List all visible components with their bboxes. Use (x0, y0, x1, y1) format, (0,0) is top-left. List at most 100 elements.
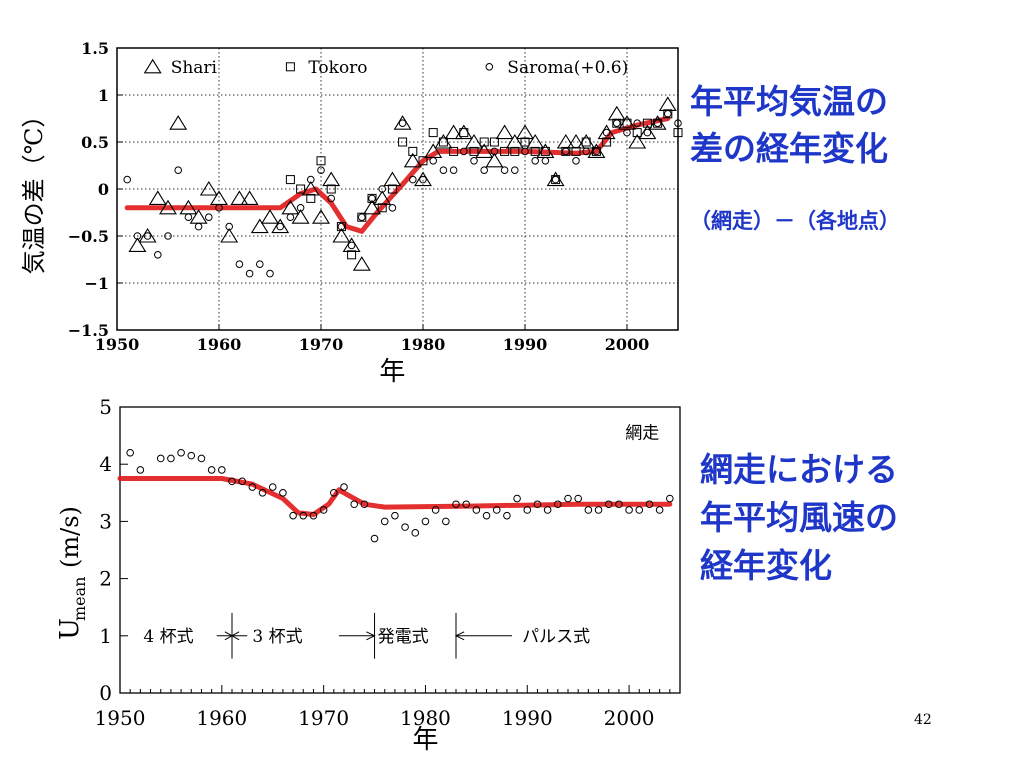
point-circle (330, 489, 338, 497)
point-circle (655, 506, 664, 514)
point-circle (602, 128, 611, 137)
point-square (602, 137, 612, 147)
arrow-right-icon (338, 631, 376, 641)
point-triangle (444, 124, 463, 140)
point-square (285, 175, 295, 185)
point-circle (419, 175, 427, 184)
point-square (489, 137, 499, 147)
point-circle (401, 523, 409, 531)
point-triangle (403, 152, 422, 168)
caption-wind-title: 網走における 年平均風速の 経年変化 (700, 450, 898, 585)
point-circle (431, 506, 440, 514)
point-circle (541, 157, 550, 165)
point-circle (594, 506, 603, 514)
point-circle (472, 506, 481, 514)
point-triangle (393, 115, 412, 130)
point-circle (592, 147, 601, 156)
caption-temperature-subtitle: （網走）－（各地点） (690, 209, 900, 233)
point-circle (633, 119, 642, 127)
point-triangle (465, 133, 483, 149)
point-square (581, 137, 591, 147)
point-square (438, 137, 448, 147)
y-tick-label: 0 (98, 180, 109, 199)
point-circle (513, 494, 521, 503)
period-label-0: 4 杯式 (143, 627, 193, 647)
arrow-left-icon (230, 631, 248, 641)
point-circle (584, 506, 593, 514)
point-square (653, 118, 663, 128)
point-circle (156, 454, 165, 463)
point-triangle (332, 227, 351, 243)
point-circle (623, 128, 631, 137)
y-tick-label: −0.5 (68, 227, 109, 246)
point-triangle (658, 96, 677, 111)
point-circle (358, 213, 366, 221)
slide-number: 42 (914, 712, 932, 728)
point-circle (500, 166, 509, 174)
point-circle (645, 500, 654, 509)
point-square (551, 175, 561, 185)
point-square (326, 184, 336, 194)
point-circle (215, 204, 223, 212)
point-triangle (567, 133, 585, 149)
point-circle (205, 213, 213, 221)
trend-line (117, 476, 673, 517)
point-triangle (638, 124, 657, 140)
point-square (449, 146, 459, 156)
point-circle (258, 489, 267, 497)
point-square (398, 137, 408, 147)
plot-frame (119, 406, 681, 694)
point-circle (238, 477, 246, 486)
point-circle (615, 500, 623, 509)
point-circle (421, 517, 430, 526)
point-square (663, 109, 673, 119)
point-triangle (291, 209, 310, 224)
point-circle (276, 222, 285, 231)
point-square (642, 118, 652, 128)
y-tick-label: 1 (99, 624, 112, 648)
point-circle (562, 147, 570, 156)
point-circle (194, 222, 203, 231)
station-label: 網走 (625, 423, 659, 443)
point-triangle (597, 124, 616, 140)
point-circle (543, 506, 552, 514)
point-circle (289, 511, 297, 520)
point-square (347, 250, 357, 260)
point-square (469, 146, 479, 156)
y-tick-label: 1.5 (81, 39, 109, 58)
legend-marker-square (285, 62, 295, 72)
y-axis-title-unit: (m/s) (56, 506, 84, 568)
point-triangle (301, 180, 320, 196)
point-circle (521, 147, 529, 156)
point-circle (604, 500, 613, 509)
point-circle (368, 194, 376, 203)
point-square (387, 184, 397, 194)
point-triangle (485, 152, 504, 168)
point-triangle (373, 190, 392, 205)
point-square (571, 146, 581, 156)
point-circle (452, 500, 460, 509)
point-square (377, 203, 387, 213)
point-square (591, 146, 601, 156)
point-circle (378, 185, 387, 193)
point-circle (625, 506, 633, 514)
point-circle (164, 232, 172, 240)
point-triangle (148, 190, 167, 205)
point-square (561, 146, 571, 156)
point-triangle (363, 199, 381, 215)
point-circle (554, 500, 562, 509)
x-tick-label: 1970 (298, 706, 349, 730)
point-triangle (240, 190, 259, 205)
point-circle (309, 511, 318, 520)
point-triangle (495, 124, 514, 140)
point-circle (503, 511, 511, 520)
point-circle (174, 166, 182, 174)
point-circle (511, 166, 519, 174)
point-circle (460, 147, 468, 156)
point-triangle (383, 171, 402, 187)
point-triangle (322, 171, 341, 187)
point-circle (337, 222, 346, 231)
